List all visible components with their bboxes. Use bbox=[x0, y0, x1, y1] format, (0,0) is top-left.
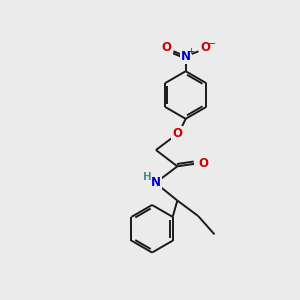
Text: O: O bbox=[172, 127, 182, 140]
Text: +: + bbox=[188, 46, 194, 56]
Text: N: N bbox=[181, 50, 191, 63]
Text: O: O bbox=[200, 41, 210, 54]
Text: −: − bbox=[208, 39, 216, 49]
Text: H: H bbox=[143, 172, 152, 182]
Text: O: O bbox=[162, 41, 172, 54]
Text: O: O bbox=[198, 157, 208, 170]
Text: N: N bbox=[151, 176, 161, 189]
